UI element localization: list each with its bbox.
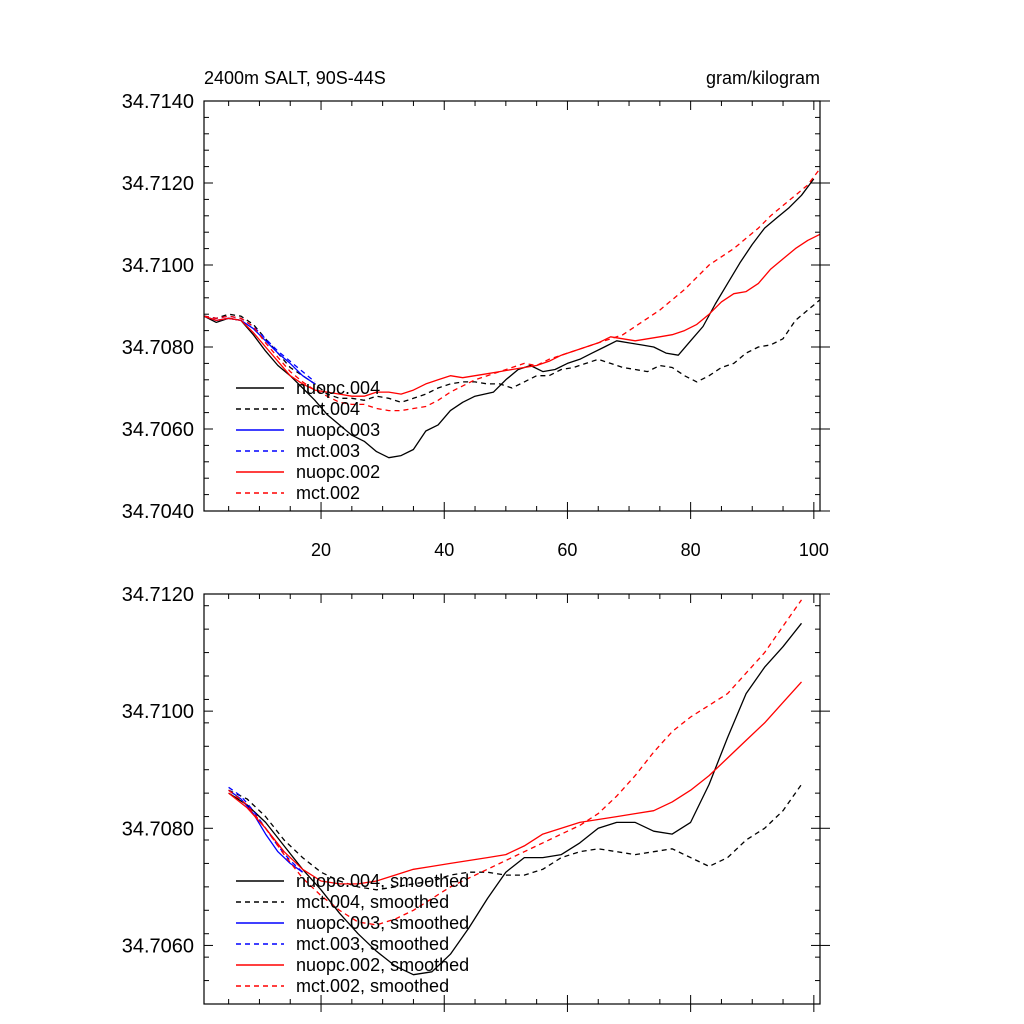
y-tick-label: 34.7060 (122, 419, 194, 441)
legend-label: nuopc.003 (296, 420, 380, 440)
legend-label: nuopc.002, smoothed (296, 955, 469, 975)
plot-frame-bottom (203, 593, 821, 1005)
legend-label: mct.003, smoothed (296, 934, 449, 954)
series-line-mct-004-smoothed (228, 784, 803, 891)
series-line-nuopc-003 (203, 315, 316, 385)
series-line-nuopc-002 (203, 233, 821, 397)
y-tick-label: 34.7040 (122, 501, 194, 523)
x-tick-label: 60 (557, 540, 577, 560)
legend-label: mct.003 (296, 441, 360, 461)
series-line-mct-002-smoothed (228, 599, 803, 926)
y-tick-label: 34.7100 (122, 701, 194, 723)
y-tick-label: 34.7060 (122, 935, 194, 957)
y-tick-label: 34.7140 (122, 91, 194, 113)
x-tick-label: 20 (311, 540, 331, 560)
legend-label: mct.004, smoothed (296, 892, 449, 912)
series-line-nuopc-003-smoothed (228, 789, 303, 873)
legend-label: mct.002 (296, 483, 360, 503)
y-tick-label: 34.7120 (122, 584, 194, 606)
legend-label: nuopc.002 (296, 462, 380, 482)
y-tick-label: 34.7080 (122, 818, 194, 840)
legend-label: mct.002, smoothed (296, 976, 449, 996)
x-tick-label: 100 (799, 540, 829, 560)
chart-title-left: 2400m SALT, 90S-44S (204, 68, 386, 88)
legend-label: nuopc.003, smoothed (296, 913, 469, 933)
y-tick-label: 34.7100 (122, 255, 194, 277)
plot-frame-top (203, 100, 821, 512)
top-panel: 2400m SALT, 90S-44S gram/kilogram nuopc.… (122, 68, 830, 560)
chart-units-label: gram/kilogram (706, 68, 820, 88)
series-line-mct-002 (203, 168, 821, 412)
x-tick-label: 80 (681, 540, 701, 560)
x-tick-label: 40 (434, 540, 454, 560)
series-line-nuopc-004 (203, 178, 815, 459)
series-line-nuopc-004-smoothed (228, 622, 803, 976)
series-line-nuopc-002-smoothed (228, 681, 802, 885)
y-tick-label: 34.7080 (122, 337, 194, 359)
y-tick-label: 34.7120 (122, 173, 194, 195)
legend-label: nuopc.004, smoothed (296, 871, 469, 891)
legend-label: mct.004 (296, 399, 360, 419)
legend-label: nuopc.004 (296, 378, 380, 398)
